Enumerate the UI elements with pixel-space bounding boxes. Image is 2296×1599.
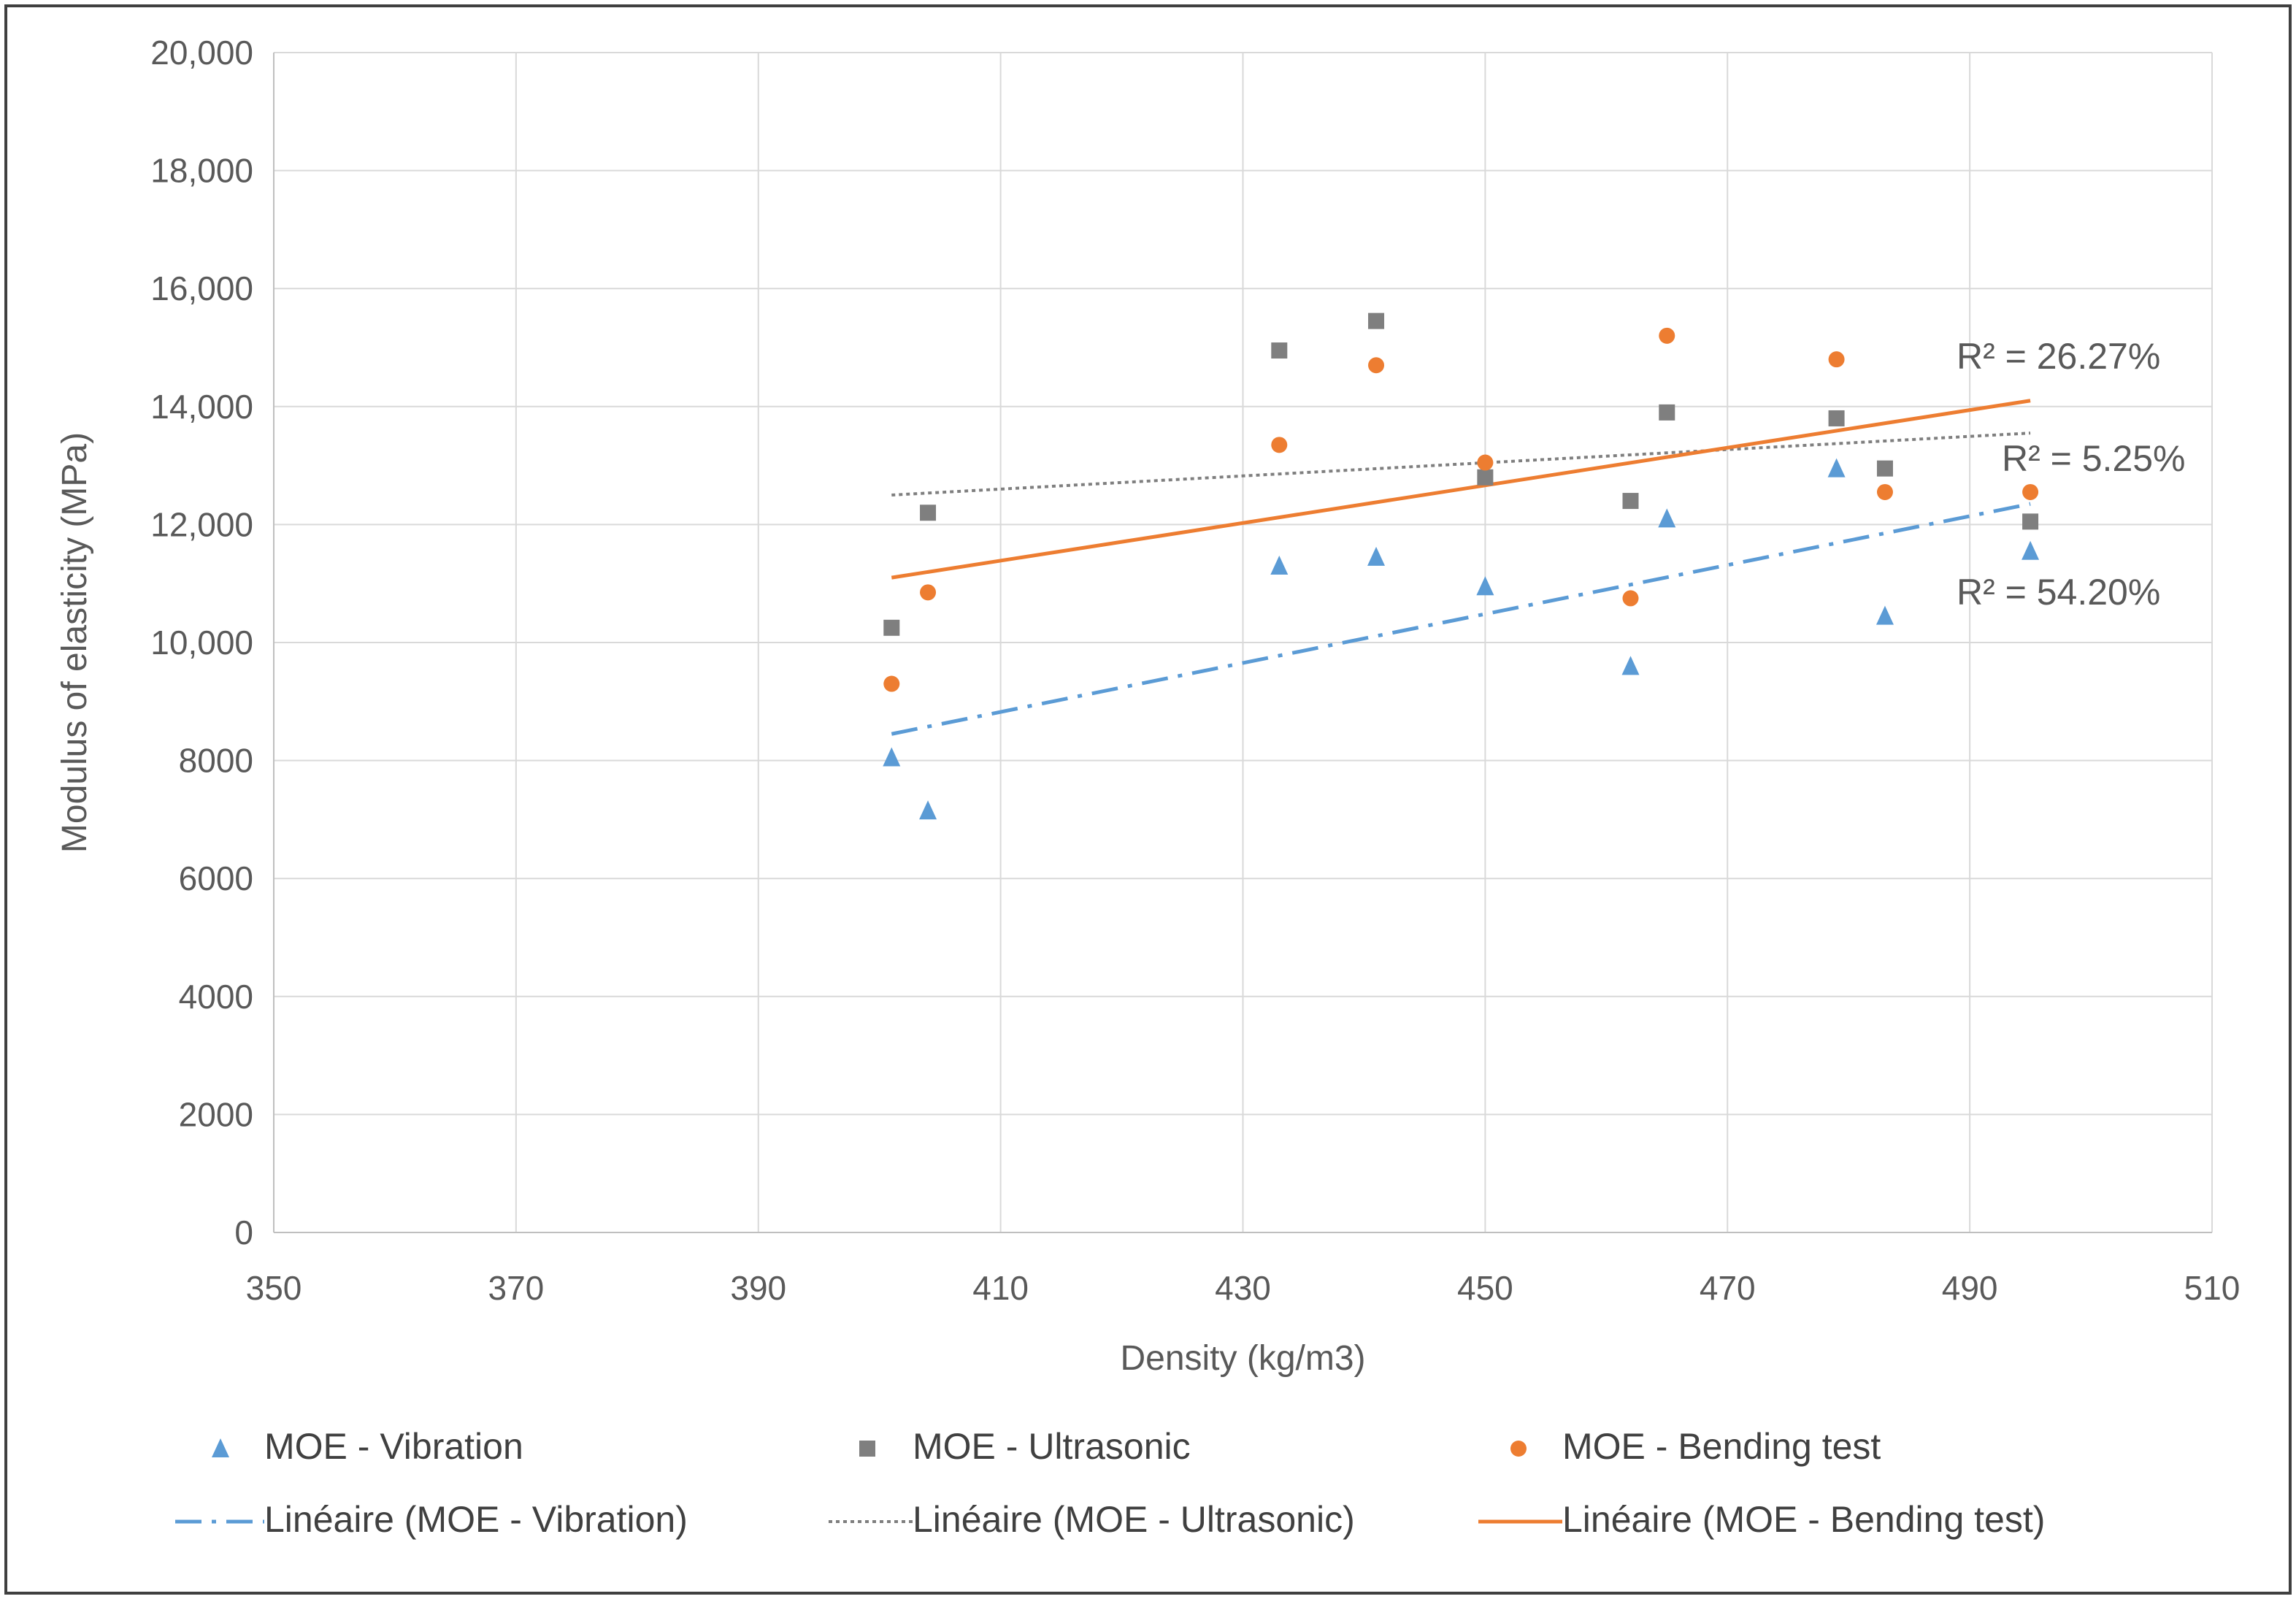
data-point (1827, 458, 1846, 478)
data-point (1828, 410, 1845, 426)
data-point (1658, 508, 1676, 528)
legend-label: Linéaire (MOE - Bending test) (1562, 1499, 2045, 1540)
y-tick-label: 12,000 (150, 505, 253, 543)
legend-label: Linéaire (MOE - Ultrasonic) (913, 1499, 1355, 1540)
y-tick-label: 8000 (179, 742, 253, 780)
data-point (1477, 469, 1494, 486)
legend-label: MOE - Bending test (1562, 1426, 1881, 1467)
legend-marker (212, 1438, 229, 1457)
legend-marker (1510, 1441, 1527, 1457)
data-point (1876, 460, 1893, 477)
data-point (883, 675, 900, 692)
x-tick-label: 490 (1942, 1269, 1998, 1307)
r-squared-label: R² = 26.27% (1957, 336, 2160, 377)
x-tick-label: 430 (1215, 1269, 1271, 1307)
y-tick-label: 0 (234, 1213, 253, 1251)
x-tick-label: 450 (1457, 1269, 1513, 1307)
y-tick-label: 20,000 (150, 34, 253, 72)
data-point (1271, 437, 1288, 453)
data-point (883, 619, 900, 636)
x-tick-label: 370 (488, 1269, 545, 1307)
data-point (1476, 576, 1494, 596)
r-squared-label: R² = 5.25% (2002, 438, 2186, 479)
legend-label: MOE - Ultrasonic (913, 1426, 1191, 1467)
y-tick-label: 18,000 (150, 152, 253, 190)
data-point (1828, 351, 1845, 368)
y-tick-label: 10,000 (150, 624, 253, 662)
x-tick-label: 470 (1700, 1269, 1756, 1307)
data-point (920, 584, 937, 601)
data-point (2022, 513, 2039, 530)
x-tick-label: 390 (730, 1269, 786, 1307)
r-squared-label: R² = 54.20% (1957, 572, 2160, 613)
y-tick-label: 4000 (179, 978, 253, 1016)
data-point (1271, 342, 1288, 359)
y-tick-label: 16,000 (150, 269, 253, 307)
data-point (919, 800, 937, 820)
data-point (1477, 454, 1494, 471)
x-tick-label: 410 (972, 1269, 1029, 1307)
data-point (1622, 590, 1639, 607)
data-point (920, 505, 937, 521)
data-point (1659, 404, 1675, 421)
y-tick-label: 6000 (179, 859, 253, 897)
trendline (891, 502, 2031, 736)
data-point (1659, 327, 1675, 344)
data-point (1621, 656, 1640, 675)
legend-label: Linéaire (MOE - Vibration) (264, 1499, 688, 1540)
trendline (891, 432, 2031, 496)
data-point (1876, 483, 1893, 500)
legend-label: MOE - Vibration (264, 1426, 523, 1467)
y-tick-label: 2000 (179, 1095, 253, 1133)
data-point (2022, 483, 2039, 500)
data-point (2022, 540, 2040, 560)
y-tick-label: 14,000 (150, 388, 253, 426)
x-tick-label: 510 (2184, 1269, 2241, 1307)
data-point (1875, 605, 1894, 625)
data-point (1270, 555, 1289, 575)
data-point (1622, 493, 1639, 510)
data-point (1368, 312, 1385, 329)
x-tick-label: 350 (246, 1269, 302, 1307)
legend-marker (859, 1441, 875, 1457)
data-point (883, 747, 901, 767)
chart-frame (4, 4, 2292, 1595)
y-axis-title: Modulus of elasticity (MPa) (55, 432, 94, 853)
data-point (1368, 357, 1385, 374)
data-point (1367, 546, 1386, 566)
x-axis-title: Density (kg/m3) (1120, 1339, 1365, 1378)
trendline (891, 399, 2031, 580)
